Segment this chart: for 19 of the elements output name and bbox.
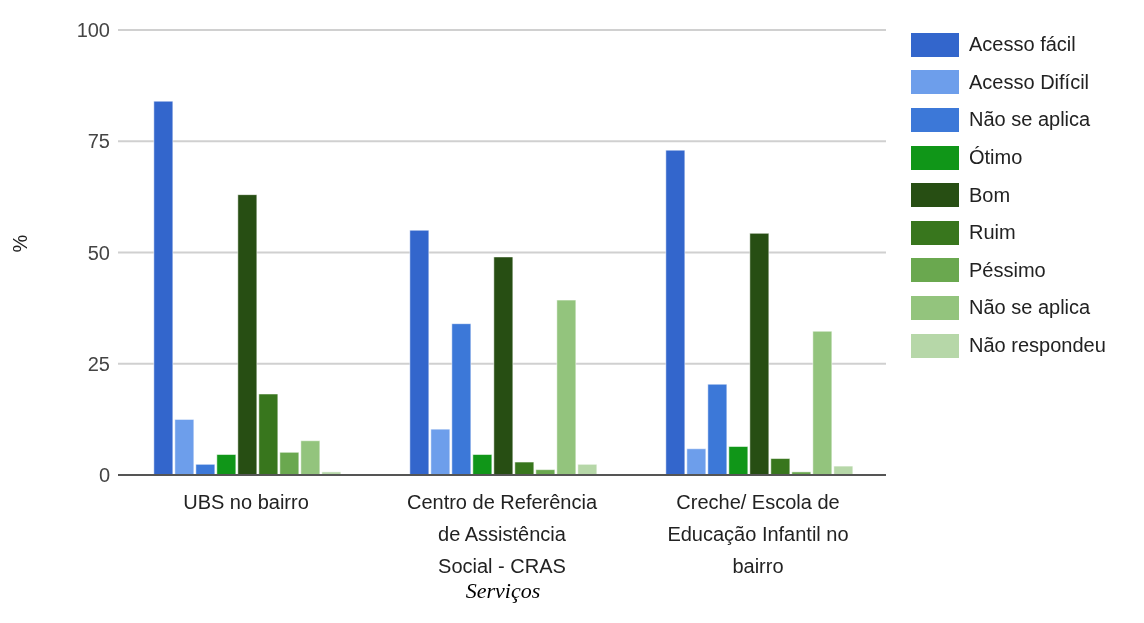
- legend-label: Não se aplica: [969, 296, 1091, 320]
- y-tick-label: 75: [87, 130, 110, 153]
- legend-label: Péssimo: [969, 258, 1046, 282]
- y-tick-label: 25: [87, 352, 110, 375]
- y-tick-label: 100: [76, 19, 110, 42]
- legend-label: Não respondeu: [969, 334, 1106, 358]
- legend-label: Acesso Difícil: [969, 70, 1090, 94]
- y-tick-label: 50: [87, 241, 110, 264]
- x-tick-label: Centro de Referência de Assistência Social - CRAS: [406, 491, 598, 577]
- legend-label: Ótimo: [969, 146, 1023, 170]
- x-axis-title: Serviços: [464, 577, 542, 605]
- legend-label: Ruim: [969, 221, 1016, 245]
- legend-label: Não se aplica: [969, 108, 1091, 132]
- x-tick-label: UBS no bairro: [183, 491, 309, 513]
- y-axis-title: %: [9, 234, 32, 253]
- legend-label: Acesso fácil: [969, 33, 1076, 57]
- x-tick-label: Creche/ Escola de Educação Infantil no bairro: [667, 491, 849, 577]
- legend-label: Bom: [969, 183, 1011, 207]
- y-tick-label: 0: [98, 464, 110, 487]
